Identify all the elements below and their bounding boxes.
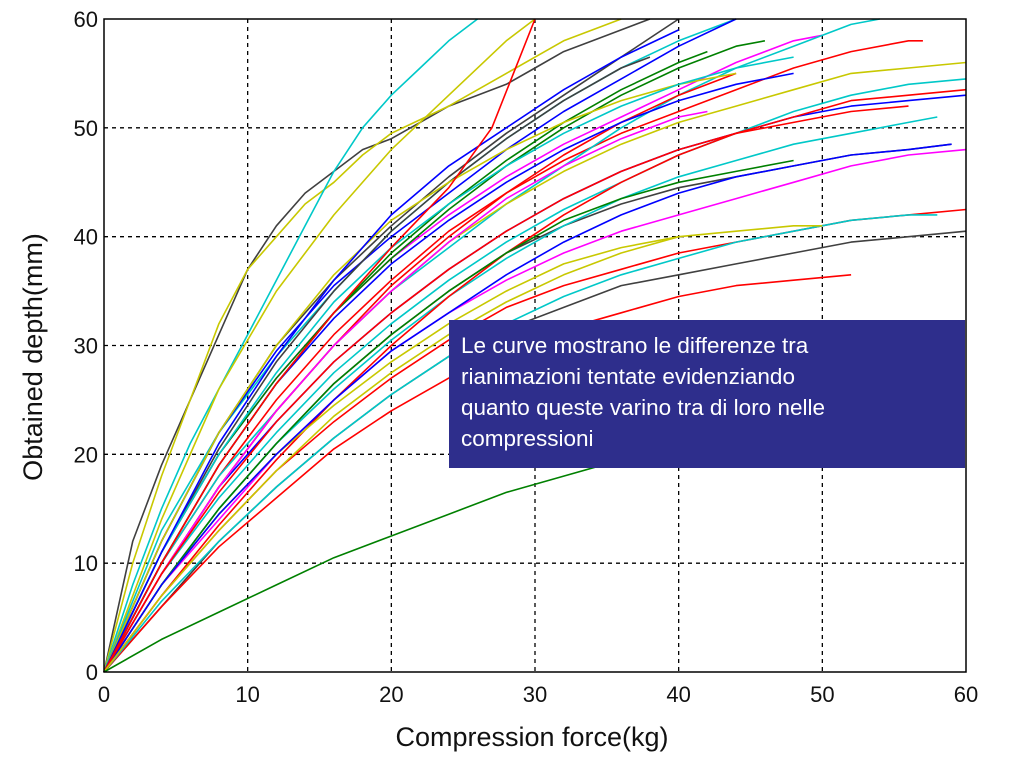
- grid-lines: [104, 19, 966, 672]
- y-tick-label: 40: [74, 225, 98, 250]
- x-axis-title: Compression force(kg): [395, 722, 668, 752]
- series-line-31: [103, 72, 737, 673]
- y-tick-label: 50: [74, 116, 98, 141]
- series-line-3: [103, 18, 478, 673]
- x-tick-label: 30: [523, 682, 547, 707]
- series-line-16: [103, 148, 967, 673]
- left-edge-mark: [0, 120, 4, 166]
- series-line-36: [103, 235, 679, 673]
- series-line-22: [103, 88, 967, 673]
- x-tick-label: 40: [666, 682, 690, 707]
- series-line-32: [103, 105, 909, 673]
- y-tick-label: 0: [86, 660, 98, 685]
- series-line-33: [103, 56, 794, 673]
- series-line-4: [103, 18, 536, 673]
- series-line-28: [103, 110, 708, 673]
- series-line-34: [103, 29, 680, 673]
- y-tick-label: 60: [74, 7, 98, 32]
- x-tick-label: 50: [810, 682, 834, 707]
- series-line-9: [103, 39, 923, 673]
- x-tick-label: 0: [98, 682, 110, 707]
- annotation-box: Le curve mostrano le differenze tra rian…: [449, 320, 965, 468]
- tick-labels: 0 10 20 30 40 50 60 0 10 20 30 40 50 60: [74, 7, 979, 707]
- plot-frame: [103, 18, 967, 673]
- y-tick-label: 20: [74, 442, 98, 467]
- series-line-2: [103, 18, 622, 673]
- y-axis-title: Obtained depth(mm): [18, 233, 48, 481]
- series-line-23: [103, 159, 794, 673]
- series-line-29: [103, 143, 952, 673]
- series-line-14: [103, 78, 967, 673]
- x-tick-label: 10: [235, 682, 259, 707]
- y-tick-label: 30: [74, 334, 98, 359]
- series-line-21: [103, 214, 938, 673]
- annotation-text: Le curve mostrano le differenze tra rian…: [461, 333, 825, 451]
- series-line-35: [103, 18, 536, 673]
- y-tick-label: 10: [74, 551, 98, 576]
- x-tick-label: 20: [379, 682, 403, 707]
- series-line-37: [103, 442, 679, 673]
- series-line-30: [103, 56, 651, 673]
- series-lines: [103, 18, 967, 673]
- x-tick-label: 60: [954, 682, 978, 707]
